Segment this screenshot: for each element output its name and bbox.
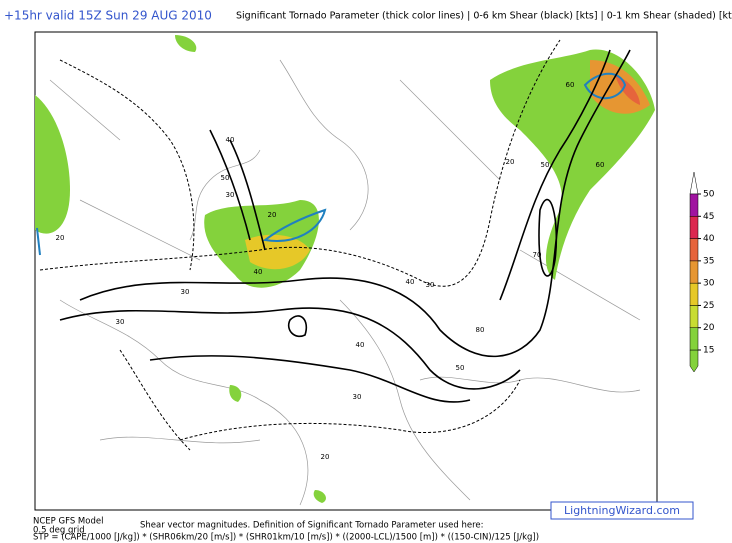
contour-label: 60 — [566, 81, 575, 89]
contour-labels: 20 30 40 50 20 40 50 60 70 80 30 40 50 20 30 40 60 30 20 30 — [56, 81, 605, 461]
colorbar-segment — [689, 305, 699, 328]
contour-label: 40 — [226, 136, 235, 144]
contour-label: 20 — [321, 453, 330, 461]
colorbar-segment — [689, 216, 699, 239]
colorbar-label: 30 — [703, 279, 715, 289]
contour-label: 30 — [353, 393, 362, 401]
colorbar-label: 20 — [703, 323, 715, 333]
grid-res: 0.5 deg grid — [33, 526, 85, 536]
map-area: 20 30 40 50 20 40 50 60 70 80 30 40 50 20 30 40 60 30 20 30 — [34, 31, 658, 511]
watermark: LightningWizard.com — [564, 504, 680, 517]
contour-label: 30 — [226, 191, 235, 199]
contour-label: 20 — [268, 211, 277, 219]
colorbar-low-arrow — [689, 349, 699, 373]
map-title: Significant Tornado Parameter (thick col… — [236, 11, 732, 22]
contour-label: 50 — [221, 174, 230, 182]
colorbar-label: 45 — [703, 212, 714, 222]
colorbar-segment — [689, 238, 699, 262]
stp-formula: STP = (CAPE/1000 [J/kg]) * (SHR06km/20 [… — [33, 533, 539, 543]
shear-shading — [35, 35, 655, 503]
colorbar-segment — [689, 193, 699, 217]
contour-label: 30 — [426, 281, 435, 289]
colorbar-segment — [689, 260, 699, 284]
model-name: NCEP GFS Model — [33, 517, 103, 527]
colorbar-label: 25 — [703, 301, 714, 311]
colorbar-label: 40 — [703, 234, 715, 244]
contour-label: 70 — [533, 251, 542, 259]
shear-contours — [39, 39, 631, 451]
colorbar-segment — [689, 327, 699, 351]
colorbar-label: 35 — [703, 256, 714, 266]
coastlines — [49, 59, 641, 506]
contour-label: 40 — [254, 268, 263, 276]
contour-label: 80 — [476, 326, 485, 334]
watermark-box — [550, 501, 694, 520]
colorbar: 15 20 25 30 35 40 45 50 — [689, 171, 715, 373]
contour-label: 50 — [541, 161, 550, 169]
contour-label: 50 — [456, 364, 465, 372]
stp-contours — [36, 72, 627, 256]
colorbar-top-arrow — [689, 171, 699, 195]
colorbar-label: 50 — [703, 190, 715, 200]
contour-label: 40 — [356, 341, 365, 349]
colorbar-segment — [689, 282, 699, 306]
contour-label: 30 — [116, 318, 125, 326]
valid-time: +15hr valid 15Z Sun 29 AUG 2010 — [4, 9, 212, 23]
footer: NCEP GFS Model 0.5 deg grid Shear vector… — [33, 501, 694, 543]
contour-label: 30 — [181, 288, 190, 296]
contour-label: 20 — [56, 234, 65, 242]
contour-label: 60 — [596, 161, 605, 169]
colorbar-label: 15 — [703, 346, 714, 356]
contour-label: 40 — [406, 278, 415, 286]
footer-note: Shear vector magnitudes. Definition of S… — [140, 521, 483, 531]
contour-label: 20 — [506, 158, 515, 166]
